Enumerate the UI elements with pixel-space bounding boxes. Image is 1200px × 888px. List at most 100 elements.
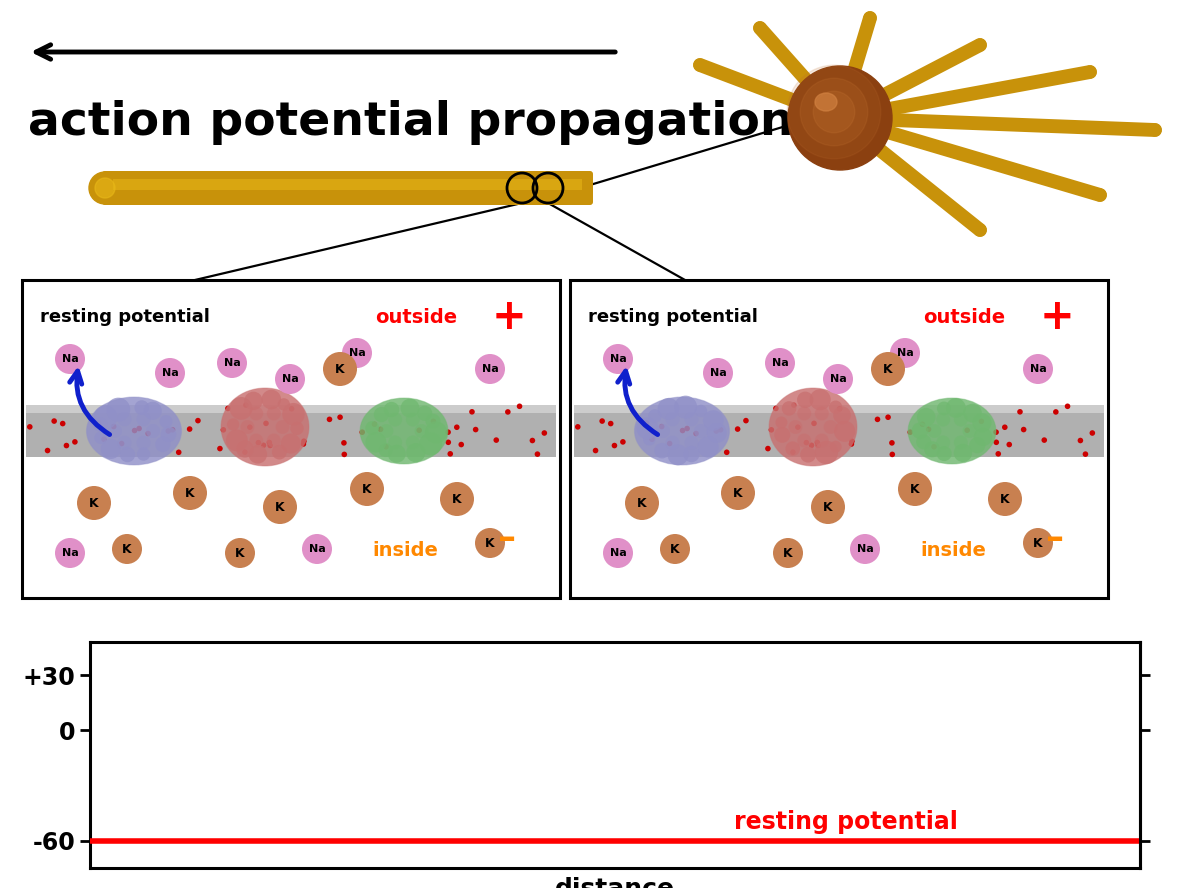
Circle shape [256,440,262,446]
Bar [570,280,1108,598]
Circle shape [667,444,689,465]
Circle shape [266,440,272,445]
Circle shape [810,389,830,410]
Text: Na: Na [772,358,788,368]
Circle shape [734,426,740,432]
Circle shape [250,433,263,448]
Circle shape [541,430,547,436]
Circle shape [245,392,263,410]
Circle shape [754,22,766,34]
Circle shape [660,534,690,564]
Circle shape [26,424,32,430]
Bar [22,280,560,598]
Circle shape [173,476,208,510]
Circle shape [535,451,540,457]
Circle shape [648,409,661,423]
Circle shape [1021,427,1026,432]
Circle shape [890,338,920,368]
Circle shape [815,440,838,464]
Circle shape [425,421,448,444]
Circle shape [954,444,972,462]
Circle shape [931,444,937,449]
Text: inside: inside [372,541,438,560]
Circle shape [118,436,132,450]
Circle shape [406,413,420,426]
Circle shape [775,416,787,429]
Circle shape [889,452,895,457]
Circle shape [144,401,162,420]
Circle shape [263,490,298,524]
Circle shape [829,440,841,453]
Bar [26,405,556,413]
Circle shape [718,427,724,432]
Text: action potential propagation: action potential propagation [28,100,793,145]
Circle shape [137,412,150,426]
Ellipse shape [360,398,448,464]
Text: Na: Na [223,358,240,368]
Circle shape [276,420,289,434]
Circle shape [697,436,719,457]
Circle shape [954,413,967,426]
Ellipse shape [221,388,310,466]
Circle shape [1094,189,1106,201]
Text: K: K [362,482,372,496]
Circle shape [836,406,842,411]
Circle shape [1007,441,1012,448]
Circle shape [268,442,272,448]
Circle shape [242,449,247,455]
Circle shape [275,364,305,394]
Circle shape [282,403,305,425]
Circle shape [917,408,936,426]
Circle shape [973,427,992,446]
Circle shape [946,398,966,418]
Circle shape [864,12,876,24]
Text: Na: Na [610,548,626,558]
Circle shape [823,420,838,434]
Circle shape [679,428,685,433]
Circle shape [236,440,253,457]
Circle shape [970,437,985,454]
Circle shape [974,39,986,51]
Text: resting potential: resting potential [40,308,210,326]
Text: Na: Na [481,364,498,374]
Circle shape [674,396,697,418]
Circle shape [281,433,301,454]
Text: Na: Na [162,368,179,378]
Circle shape [248,445,268,464]
Circle shape [96,420,101,425]
Circle shape [266,407,281,421]
X-axis label: distance: distance [556,876,676,888]
Circle shape [137,425,142,432]
Text: K: K [235,546,245,559]
Circle shape [448,451,454,456]
Circle shape [829,400,842,414]
Text: outside: outside [923,308,1006,327]
Circle shape [389,435,402,449]
Circle shape [160,415,173,428]
Circle shape [431,418,436,424]
Circle shape [55,344,85,374]
Circle shape [787,65,881,159]
Circle shape [272,445,287,459]
Circle shape [898,472,932,506]
Circle shape [774,427,791,443]
Circle shape [469,409,475,415]
Ellipse shape [815,93,838,111]
Circle shape [954,435,967,449]
Circle shape [875,416,881,422]
Circle shape [925,426,931,432]
Circle shape [936,435,950,449]
Circle shape [60,421,66,426]
Circle shape [406,435,420,449]
Circle shape [445,440,451,445]
Circle shape [110,424,116,430]
Circle shape [643,420,649,425]
Circle shape [666,436,679,450]
Circle shape [326,416,332,422]
Circle shape [620,439,625,445]
Circle shape [301,439,307,444]
Circle shape [608,421,613,426]
Circle shape [965,427,970,433]
Circle shape [1022,354,1054,384]
Text: outside: outside [374,308,457,327]
